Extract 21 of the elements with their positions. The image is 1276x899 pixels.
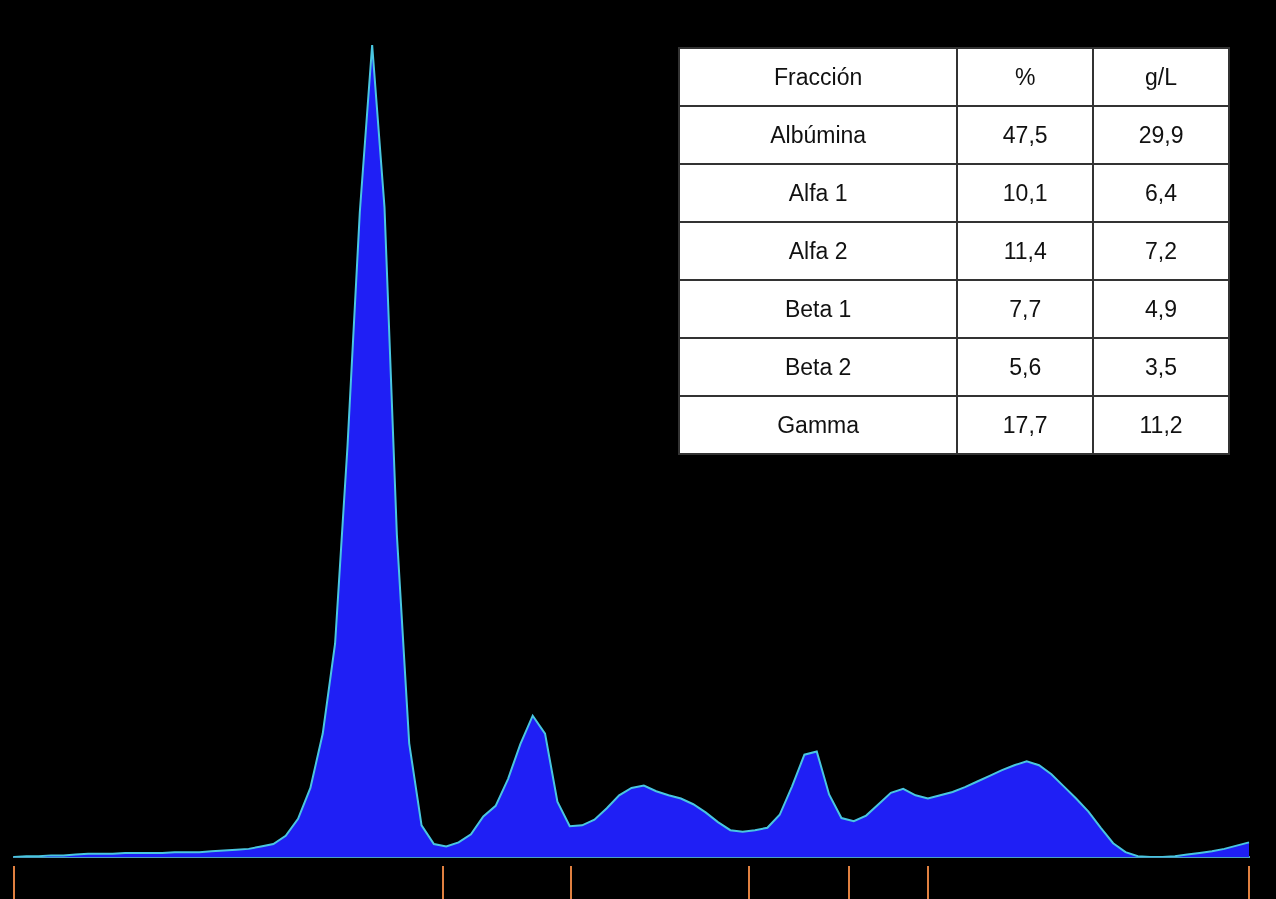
data-label: 11,4 [957,222,1094,280]
data-label: 47,5 [957,106,1094,164]
data-label: 17,7 [957,396,1094,454]
data-label: 7,7 [957,280,1094,338]
data-label: 11,2 [1093,396,1229,454]
series-label: % [957,48,1094,106]
category-label: Gamma [679,396,958,454]
data-label: 3,5 [1093,338,1229,396]
category-label: Beta 2 [679,338,958,396]
category-label: Beta 1 [679,280,958,338]
category-label: Alfa 1 [679,164,958,222]
category-label: Albúmina [679,106,958,164]
data-label: 29,9 [1093,106,1229,164]
data-label: 10,1 [957,164,1094,222]
data-label: 5,6 [957,338,1094,396]
data-label: 7,2 [1093,222,1229,280]
category-label: Alfa 2 [679,222,958,280]
data-label: 4,9 [1093,280,1229,338]
text: g/L [1093,48,1229,106]
data-label: 6,4 [1093,164,1229,222]
text: Fracción [679,48,958,106]
